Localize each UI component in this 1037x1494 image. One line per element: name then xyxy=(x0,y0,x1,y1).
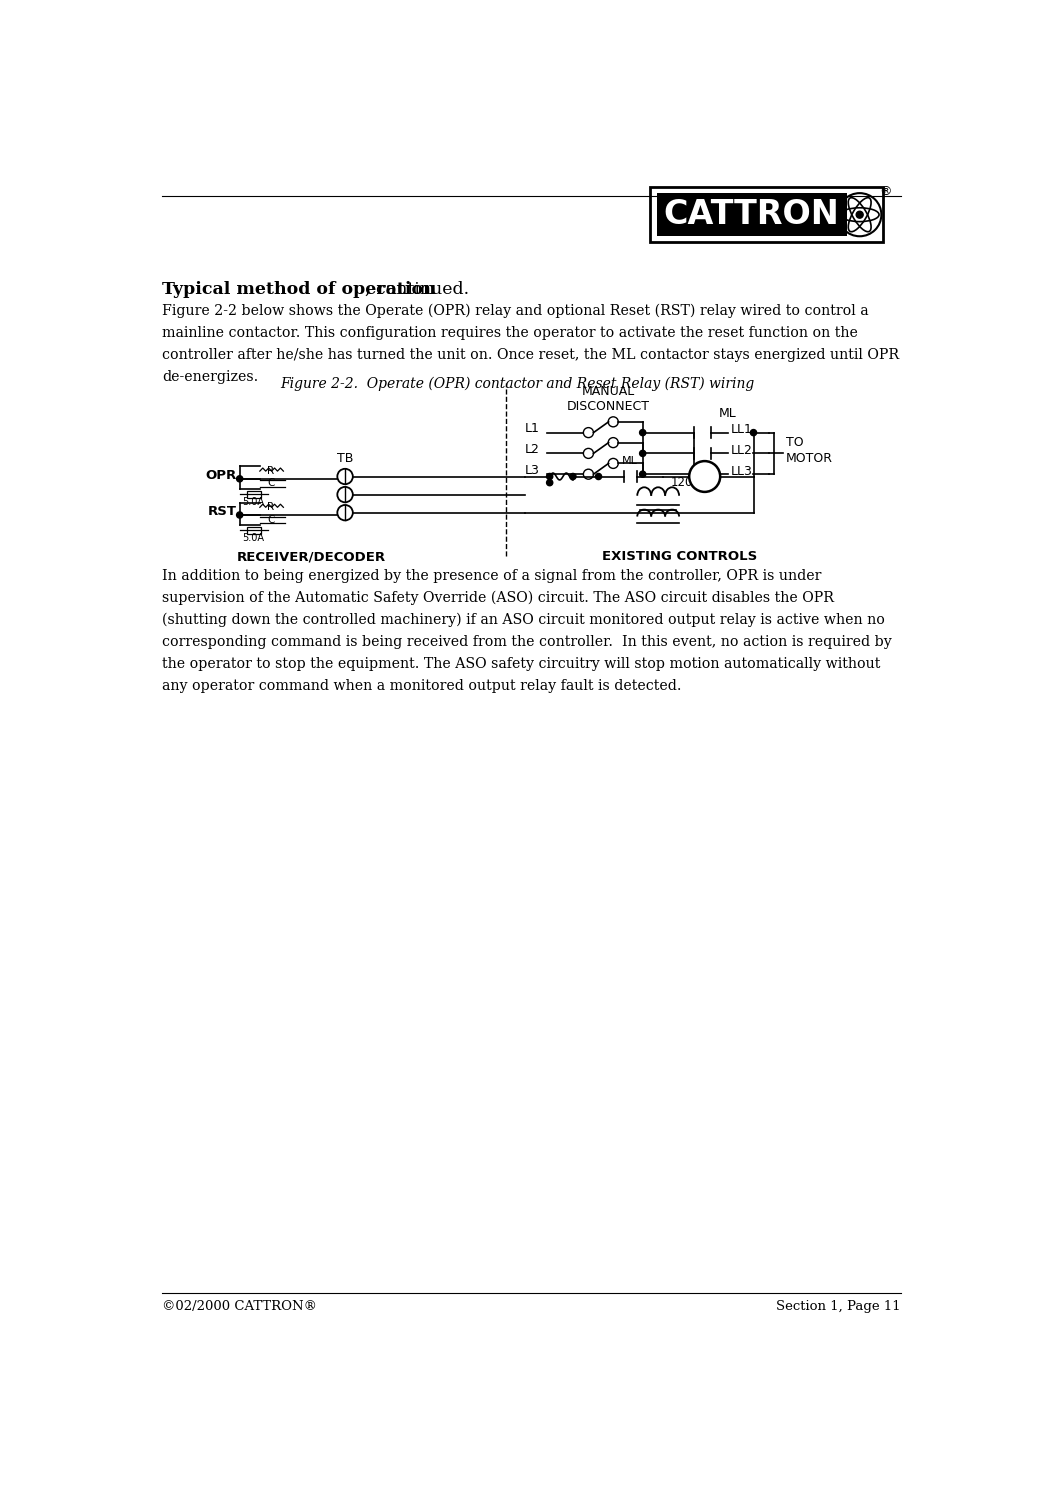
Text: RECEIVER/DECODER: RECEIVER/DECODER xyxy=(237,550,387,563)
Circle shape xyxy=(595,474,601,480)
Text: (shutting down the controlled machinery) if an ASO circuit monitored output rela: (shutting down the controlled machinery)… xyxy=(162,613,885,627)
Text: any operator command when a monitored output relay fault is detected.: any operator command when a monitored ou… xyxy=(162,678,681,693)
Circle shape xyxy=(640,450,646,457)
Circle shape xyxy=(857,211,863,218)
Text: 5.0A: 5.0A xyxy=(243,533,264,544)
Circle shape xyxy=(751,430,757,436)
Text: LL3: LL3 xyxy=(731,465,753,478)
Text: R: R xyxy=(268,502,274,512)
Text: L3: L3 xyxy=(525,463,539,477)
Circle shape xyxy=(690,462,720,492)
FancyBboxPatch shape xyxy=(656,193,846,236)
Text: 5.0A: 5.0A xyxy=(243,498,264,506)
Text: 120V: 120V xyxy=(671,477,701,489)
Text: Figure 2-2.  Operate (OPR) contactor and Reset Relay (RST) wiring: Figure 2-2. Operate (OPR) contactor and … xyxy=(280,376,754,391)
Circle shape xyxy=(546,474,553,480)
Circle shape xyxy=(236,475,243,483)
Text: RST: RST xyxy=(207,505,236,518)
Text: DISCONNECT: DISCONNECT xyxy=(567,400,650,414)
Text: Typical method of operation: Typical method of operation xyxy=(162,281,436,297)
Text: TO: TO xyxy=(786,436,804,450)
Text: the operator to stop the equipment. The ASO safety circuitry will stop motion au: the operator to stop the equipment. The … xyxy=(162,657,880,671)
Text: de-energizes.: de-energizes. xyxy=(162,371,258,384)
Text: OPR: OPR xyxy=(205,469,236,483)
Text: EXISTING CONTROLS: EXISTING CONTROLS xyxy=(602,550,757,563)
Text: MANUAL: MANUAL xyxy=(582,385,636,397)
Text: TB: TB xyxy=(337,453,354,465)
Text: ®: ® xyxy=(879,185,892,199)
Text: R: R xyxy=(268,466,274,477)
Text: C: C xyxy=(267,478,275,489)
Text: ML: ML xyxy=(719,408,737,420)
Text: ©02/2000 CATTRON®: ©02/2000 CATTRON® xyxy=(162,1300,317,1313)
Circle shape xyxy=(640,430,646,436)
Text: CATTRON: CATTRON xyxy=(664,199,839,232)
Text: mainline contactor. This configuration requires the operator to activate the res: mainline contactor. This configuration r… xyxy=(162,326,858,341)
Circle shape xyxy=(569,474,576,480)
Text: C: C xyxy=(267,514,275,524)
Circle shape xyxy=(546,480,553,486)
Circle shape xyxy=(640,471,646,477)
Text: Figure 2-2 below shows the Operate (OPR) relay and optional Reset (RST) relay wi: Figure 2-2 below shows the Operate (OPR)… xyxy=(162,303,869,318)
Text: Section 1, Page 11: Section 1, Page 11 xyxy=(776,1300,901,1313)
Text: LL2: LL2 xyxy=(731,444,753,457)
Text: supervision of the Automatic Safety Override (ASO) circuit. The ASO circuit disa: supervision of the Automatic Safety Over… xyxy=(162,590,834,605)
Text: L1: L1 xyxy=(525,423,539,435)
Text: , continued.: , continued. xyxy=(365,281,470,297)
Text: MOTOR: MOTOR xyxy=(786,451,833,465)
Text: controller after he/she has turned the unit on. Once reset, the ML contactor sta: controller after he/she has turned the u… xyxy=(162,348,899,362)
Circle shape xyxy=(236,512,243,518)
Text: ML: ML xyxy=(622,457,638,466)
Text: In addition to being energized by the presence of a signal from the controller, : In addition to being energized by the pr… xyxy=(162,569,821,583)
Text: L2: L2 xyxy=(525,444,539,456)
Text: corresponding command is being received from the controller.  In this event, no : corresponding command is being received … xyxy=(162,635,892,648)
Text: ML: ML xyxy=(696,472,713,481)
Text: LL1: LL1 xyxy=(731,423,753,436)
